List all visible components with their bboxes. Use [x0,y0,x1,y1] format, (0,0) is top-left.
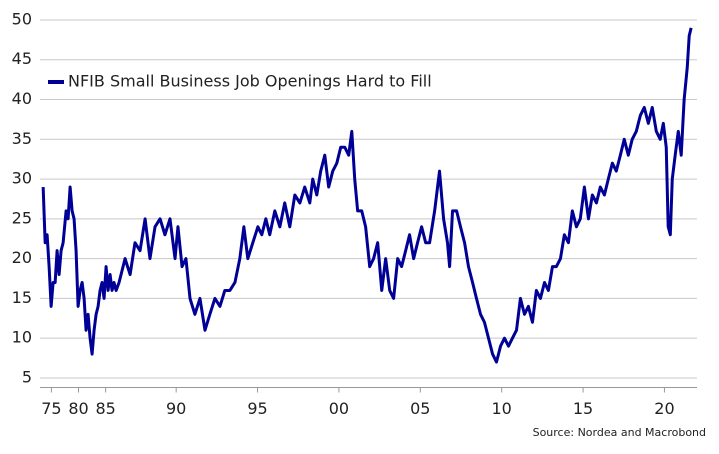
x-tick-label: 20 [654,399,674,418]
x-tick-label: 90 [166,399,186,418]
y-tick-label: 35 [12,129,32,148]
y-tick-label: 40 [12,89,32,108]
y-tick-label: 45 [12,49,32,68]
data-line [41,27,693,364]
x-tick-label: 10 [492,399,512,418]
y-tick-label: 30 [12,169,32,188]
x-tick-label: 80 [68,399,88,418]
y-tick-label: 20 [12,248,32,267]
y-tick-label: 10 [12,328,32,347]
legend-label: NFIB Small Business Job Openings Hard to… [68,72,432,91]
x-tick-label: 95 [247,399,267,418]
x-tick-label: 85 [95,399,115,418]
x-tick-label: 75 [41,399,61,418]
y-tick-label: 25 [12,208,32,227]
x-tick-label: 00 [329,399,349,418]
source-note: Source: Nordea and Macrobond [533,426,706,439]
x-tick-label: 15 [573,399,593,418]
y-tick-label: 5 [22,367,32,386]
x-tick-label: 05 [410,399,430,418]
y-tick-label: 50 [12,9,32,28]
y-tick-label: 15 [12,288,32,307]
